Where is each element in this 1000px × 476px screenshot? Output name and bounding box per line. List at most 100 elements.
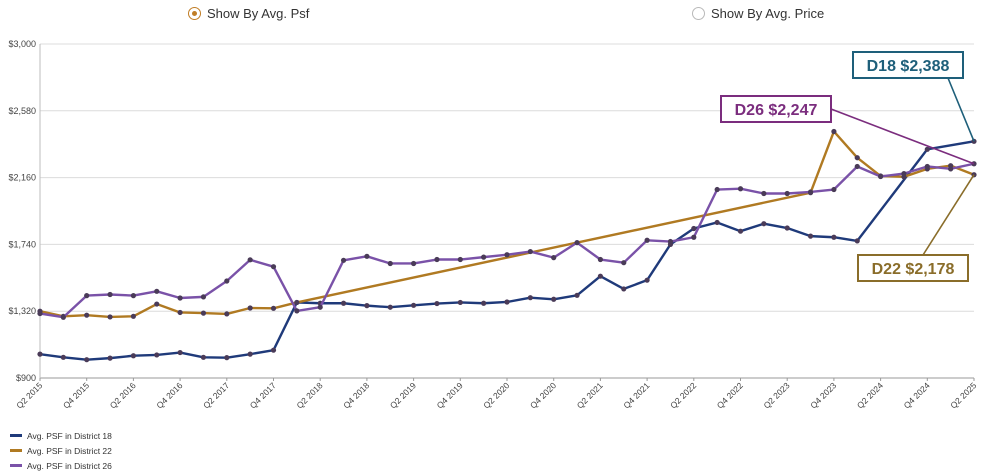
legend-swatch xyxy=(10,434,22,437)
x-tick-label: Q2 2024 xyxy=(855,380,885,410)
data-point xyxy=(200,310,207,316)
radio-selected-icon xyxy=(188,7,201,20)
data-point xyxy=(854,155,860,161)
callout-label: D18 $2,388 xyxy=(867,58,950,75)
show-by-avg-psf-label: Show By Avg. Psf xyxy=(207,6,310,21)
x-tick-label: Q4 2020 xyxy=(528,380,558,410)
data-point xyxy=(457,256,463,263)
series-line-district-26 xyxy=(39,162,975,319)
data-point xyxy=(340,300,347,306)
data-point xyxy=(527,248,533,255)
data-point xyxy=(340,257,347,263)
legend-swatch xyxy=(10,449,22,452)
show-by-avg-psf-radio[interactable]: Show By Avg. Psf xyxy=(188,6,309,21)
data-point xyxy=(317,304,323,310)
data-point xyxy=(714,186,720,193)
data-point xyxy=(574,240,580,246)
data-point xyxy=(224,355,230,361)
data-point xyxy=(294,299,300,306)
data-point xyxy=(411,260,417,267)
data-point xyxy=(644,277,650,283)
data-point xyxy=(831,128,837,135)
data-point xyxy=(107,291,113,298)
x-tick-label: Q4 2018 xyxy=(341,380,371,410)
data-point xyxy=(130,293,136,299)
callout-connector xyxy=(947,77,975,142)
data-point xyxy=(411,302,417,308)
data-point xyxy=(551,296,557,302)
data-point xyxy=(84,293,90,299)
y-tick-label: $3,000 xyxy=(8,39,36,49)
data-point xyxy=(364,253,370,259)
data-point xyxy=(691,225,697,232)
data-point xyxy=(270,347,277,353)
x-tick-label: Q2 2023 xyxy=(761,380,791,410)
data-point xyxy=(854,163,860,170)
data-point xyxy=(761,221,767,227)
data-point xyxy=(37,351,43,357)
x-tick-label: Q2 2015 xyxy=(14,380,44,410)
data-point xyxy=(84,312,90,318)
data-point xyxy=(481,300,487,306)
data-point xyxy=(714,219,720,226)
show-by-avg-price-radio[interactable]: Show By Avg. Price xyxy=(692,6,824,21)
x-tick-label: Q4 2021 xyxy=(621,380,651,410)
data-point xyxy=(37,310,43,317)
x-tick-label: Q2 2020 xyxy=(481,380,511,410)
x-tick-label: Q2 2016 xyxy=(108,380,138,410)
x-tick-label: Q2 2018 xyxy=(294,380,324,410)
data-point xyxy=(200,294,207,300)
radio-unselected-icon xyxy=(692,7,705,20)
data-point xyxy=(177,309,183,316)
callout-label: D22 $2,178 xyxy=(872,261,955,278)
data-point xyxy=(574,292,580,298)
legend-swatch xyxy=(10,464,22,467)
series-line-district-22 xyxy=(39,130,975,319)
callout-d18: D18 $2,388 xyxy=(852,51,975,142)
legend-label: Avg. PSF in District 22 xyxy=(27,445,112,456)
data-point xyxy=(60,314,66,320)
data-point xyxy=(247,305,253,311)
x-tick-label: Q4 2015 xyxy=(61,380,91,410)
data-point xyxy=(504,252,510,258)
data-point xyxy=(434,300,440,307)
callout-d22: D22 $2,178 xyxy=(857,174,975,282)
data-point xyxy=(154,301,160,307)
data-point xyxy=(691,234,697,240)
data-point xyxy=(807,233,814,239)
data-point xyxy=(831,186,837,193)
callout-connector xyxy=(922,174,975,256)
data-point xyxy=(948,166,954,172)
legend-label: Avg. PSF in District 26 xyxy=(27,460,112,471)
legend-item[interactable]: Avg. PSF in District 22 xyxy=(10,443,112,458)
data-point xyxy=(154,352,160,358)
data-point xyxy=(644,237,650,243)
data-point xyxy=(457,299,463,306)
y-tick-label: $2,160 xyxy=(8,173,36,183)
x-tick-label: Q4 2016 xyxy=(154,380,184,410)
series-line-district-18 xyxy=(39,140,975,361)
data-point xyxy=(60,354,66,360)
show-by-avg-price-label: Show By Avg. Price xyxy=(711,6,825,21)
data-point xyxy=(597,256,604,263)
chart-legend: Avg. PSF in District 18 Avg. PSF in Distr… xyxy=(10,428,112,473)
data-point xyxy=(247,257,253,263)
data-point xyxy=(84,357,90,363)
data-point xyxy=(667,238,674,245)
data-point xyxy=(270,264,277,270)
data-point xyxy=(130,353,136,359)
x-tick-label: Q2 2017 xyxy=(201,380,231,410)
legend-label: Avg. PSF in District 18 xyxy=(27,430,112,441)
data-point xyxy=(270,305,277,311)
x-tick-label: Q2 2025 xyxy=(948,380,978,410)
legend-item[interactable]: Avg. PSF in District 26 xyxy=(10,458,112,473)
data-point xyxy=(924,146,930,152)
x-tick-label: Q4 2022 xyxy=(715,380,745,410)
data-point xyxy=(364,303,370,309)
data-point xyxy=(551,255,557,261)
legend-item[interactable]: Avg. PSF in District 18 xyxy=(10,428,112,443)
data-point xyxy=(807,189,814,195)
data-point xyxy=(784,190,790,197)
data-point xyxy=(387,260,393,267)
x-tick-label: Q2 2019 xyxy=(388,380,418,410)
